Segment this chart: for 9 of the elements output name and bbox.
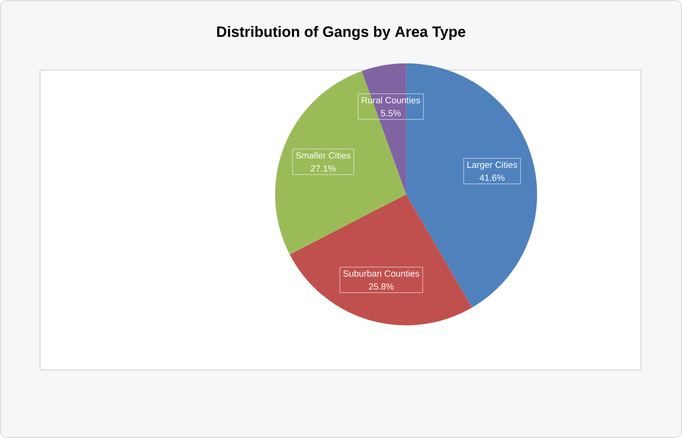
data-label: 5.5% — [380, 110, 401, 116]
data-label: 27.1% — [310, 165, 336, 172]
slice-label: Smaller Cities — [296, 152, 350, 159]
slice-label: Suburban Counties — [343, 270, 420, 277]
slice-label: Rural Counties — [362, 96, 420, 104]
chart-title: Distribution of Gangs by Area Type — [217, 26, 466, 40]
data-label: 41.6% — [480, 174, 504, 181]
slice-label: Larger Cities — [467, 161, 518, 170]
data-label: 25.8% — [368, 283, 394, 290]
